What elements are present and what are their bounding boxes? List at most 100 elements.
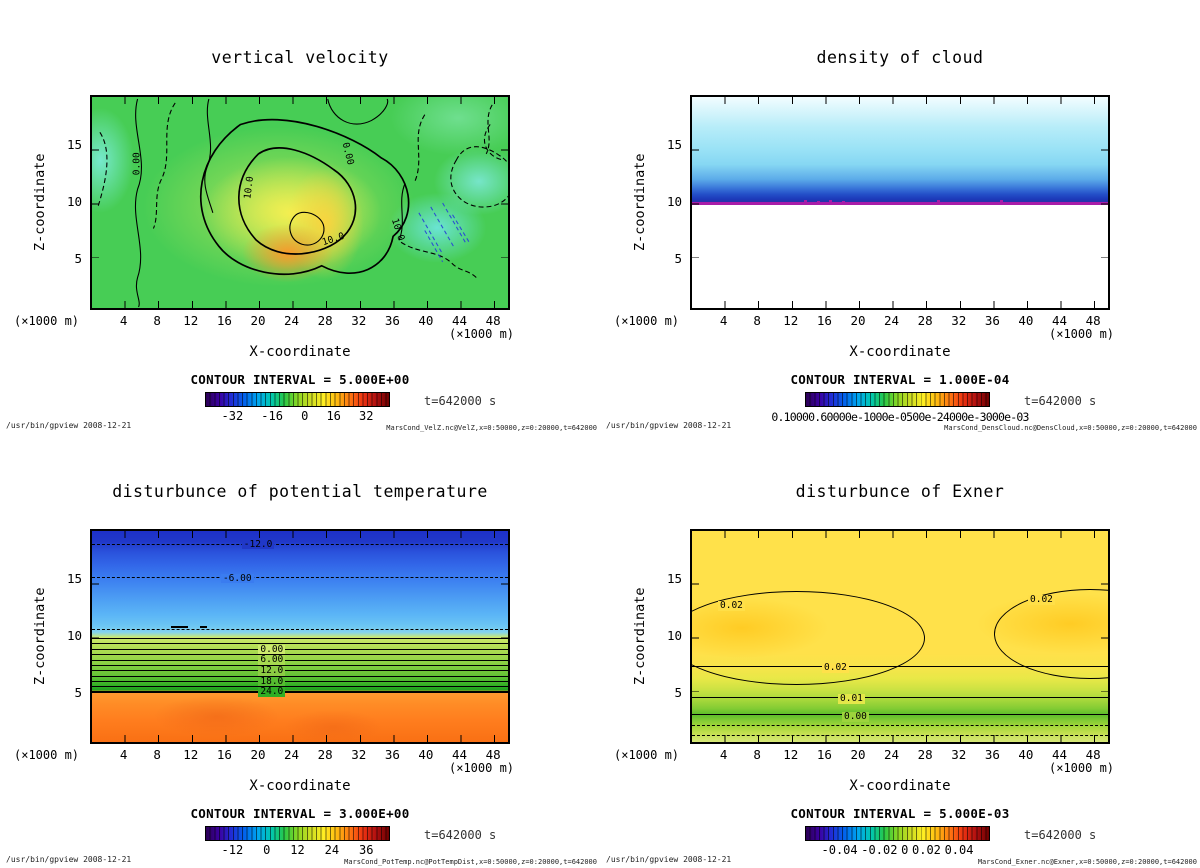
- x-axis-tick-labels: 4 8 12 16 20 24 28 32 36 40 44 48: [690, 748, 1110, 762]
- tick-label: 12: [183, 313, 199, 328]
- panel-vertical-velocity: vertical velocity Z-coordinate 15 10 5: [0, 0, 600, 434]
- tick-label: 16: [816, 313, 832, 328]
- tick-label: 15: [666, 571, 682, 587]
- tick-label: 0: [901, 843, 909, 857]
- tick-label: 20: [250, 313, 266, 328]
- tick-label: 32: [351, 313, 367, 328]
- axis-unit-left: (×1000 m): [14, 314, 80, 328]
- contour-line: [92, 664, 508, 666]
- tick-label: -16: [261, 409, 283, 423]
- contour-line: [452, 214, 471, 245]
- contour-label: 6.00: [258, 654, 286, 666]
- contour-label: 0.01: [838, 693, 865, 704]
- y-axis-label: Z-coordinate: [632, 153, 648, 252]
- colorbar: [205, 392, 390, 407]
- axis-unit-right: (×1000 m): [449, 761, 515, 775]
- tick-label: 16: [216, 747, 232, 762]
- cloud-speckle: [804, 199, 808, 203]
- tick-label: 48: [1085, 313, 1101, 328]
- plot-area-vertical-velocity: 0.00 10.0 10.0 10.0 0.00: [90, 95, 510, 310]
- tick-label: 4: [719, 313, 728, 328]
- contour-line: [97, 132, 108, 208]
- cloud-speckle: [937, 200, 941, 204]
- contour-line: [483, 124, 503, 161]
- tick-label: 40: [418, 747, 434, 762]
- contour-interval-text: CONTOUR INTERVAL = 5.000E-03: [790, 806, 1010, 821]
- contour-line: [92, 659, 508, 661]
- x-tick-marks: [692, 531, 1108, 538]
- tick-label: 36: [984, 313, 1000, 328]
- axis-unit-left: (×1000 m): [614, 314, 680, 328]
- tick-label: 0.04: [944, 843, 974, 857]
- contour-line: [92, 686, 508, 688]
- contour-line: [398, 183, 406, 241]
- axis-unit-right: (×1000 m): [1049, 761, 1115, 775]
- tick-label: -0.02: [861, 843, 898, 857]
- y-tick-marks: [1101, 97, 1108, 308]
- tick-label: 36: [384, 747, 400, 762]
- tick-label: 28: [317, 747, 333, 762]
- tick-label: 40: [1018, 313, 1034, 328]
- tick-label: 40: [418, 313, 434, 328]
- contour-label: 24.0: [258, 686, 286, 698]
- contour-line: [92, 654, 508, 656]
- contour-line: [92, 691, 508, 694]
- contour-line: [92, 637, 508, 639]
- x-tick-marks: [692, 301, 1108, 308]
- command-footer: /usr/bin/gpview 2008-12-21: [606, 855, 732, 864]
- contour-interval-text: CONTOUR INTERVAL = 5.000E+00: [190, 372, 410, 387]
- tick-label: 44: [1052, 313, 1068, 328]
- command-footer: /usr/bin/gpview 2008-12-21: [6, 855, 132, 864]
- tick-label: 15: [66, 137, 82, 153]
- contour-line: [692, 725, 1108, 727]
- source-footer: MarsCond_DensCloud.nc@DensCloud,x=0:5000…: [944, 424, 1197, 432]
- tick-label: 44: [452, 313, 468, 328]
- tick-label: 15: [666, 137, 682, 153]
- tick-label: 15: [66, 571, 82, 587]
- contour-label: 0.02: [718, 600, 745, 611]
- tick-label: 48: [1085, 747, 1101, 762]
- time-label: t=642000 s: [424, 828, 497, 842]
- tick-label: 32: [951, 313, 967, 328]
- tick-label: 5: [74, 685, 82, 701]
- contour-line: [430, 206, 455, 249]
- colorbar-tick-labels: -12 0 12 24 36: [205, 843, 390, 857]
- cloud-speckle: [999, 199, 1003, 203]
- contour-line: [400, 241, 477, 278]
- y-tick-marks: [92, 531, 99, 742]
- tick-label: 4: [119, 313, 128, 328]
- time-label: t=642000 s: [424, 394, 497, 408]
- contour-line: [92, 543, 508, 545]
- y-tick-marks: [92, 97, 99, 308]
- tick-label: 4: [719, 747, 728, 762]
- tick-label: 36: [984, 747, 1000, 762]
- contour-line: [418, 212, 444, 255]
- contour-line: [92, 670, 508, 672]
- x-axis-label: X-coordinate: [249, 778, 351, 794]
- tick-label: 20: [250, 747, 266, 762]
- contour-line: [327, 98, 389, 125]
- tick-label: 32: [351, 747, 367, 762]
- y-tick-marks: [501, 97, 508, 308]
- tick-label: 16: [816, 747, 832, 762]
- x-tick-marks: [692, 97, 1108, 104]
- x-tick-marks: [92, 531, 508, 538]
- y-axis-tick-labels: 15 10 5: [650, 95, 682, 310]
- x-tick-marks: [692, 735, 1108, 742]
- plot-title: vertical velocity: [211, 48, 389, 67]
- tick-label: 8: [153, 313, 161, 328]
- tick-label: 5: [74, 251, 82, 267]
- tick-label: 4: [119, 747, 128, 762]
- y-axis-tick-labels: 15 10 5: [650, 529, 682, 744]
- y-tick-marks: [1101, 531, 1108, 742]
- contour-line: [238, 147, 357, 255]
- tick-label: 12: [783, 747, 799, 762]
- tick-label: 10: [666, 628, 682, 644]
- contour-line: [424, 230, 444, 263]
- plot-area-exner: 0.02 0.02 0.02 0.01 0.00: [690, 529, 1110, 744]
- contour-label: 12.0: [258, 665, 286, 677]
- tick-label: 20: [850, 747, 866, 762]
- contour-line: [152, 102, 176, 229]
- tick-label: 28: [917, 313, 933, 328]
